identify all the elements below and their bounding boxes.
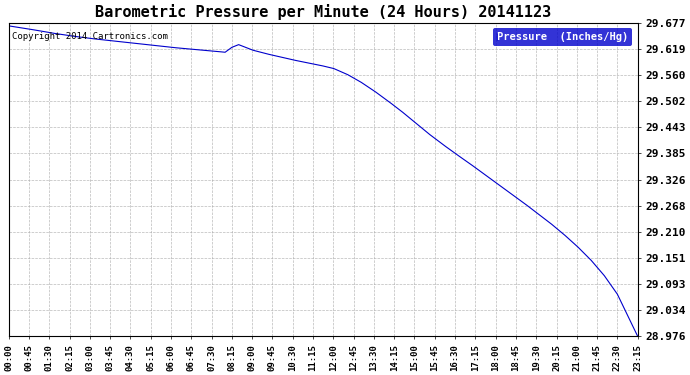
Title: Barometric Pressure per Minute (24 Hours) 20141123: Barometric Pressure per Minute (24 Hours… (95, 4, 551, 20)
Legend: Pressure  (Inches/Hg): Pressure (Inches/Hg) (493, 28, 633, 46)
Text: Copyright 2014 Cartronics.com: Copyright 2014 Cartronics.com (12, 32, 168, 41)
